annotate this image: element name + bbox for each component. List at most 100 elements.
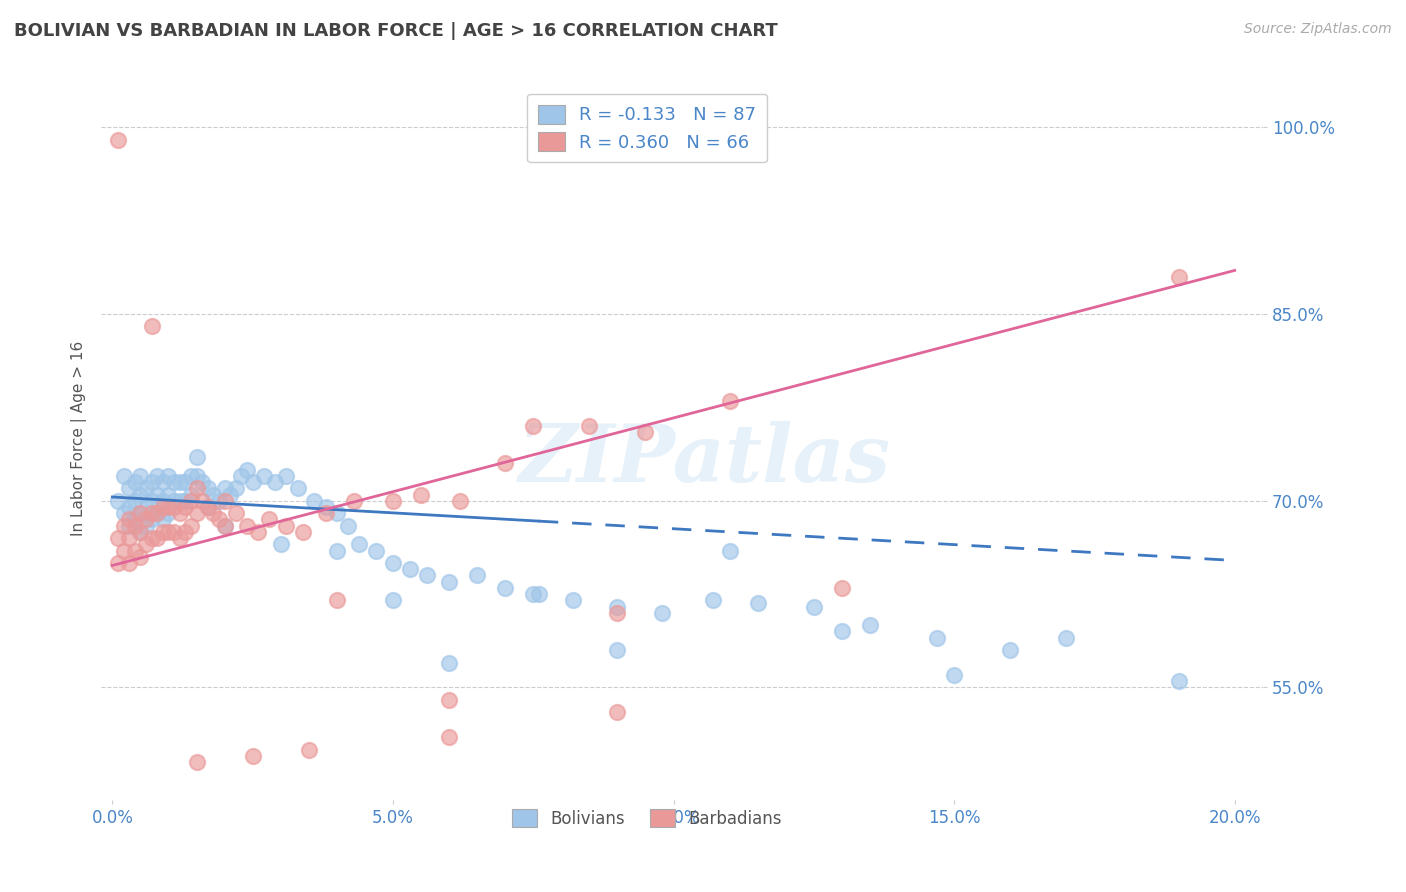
Point (163, 500, 186, 514)
Point (152, 475, 174, 489)
Point (253, 468, 276, 483)
Point (157, 524, 180, 539)
Point (197, 481, 219, 495)
Point (197, 500, 219, 514)
Point (494, 456, 516, 470)
Point (174, 493, 197, 508)
Point (219, 487, 242, 501)
Point (465, 568, 488, 582)
Point (141, 319, 163, 334)
Point (124, 493, 146, 508)
Point (169, 531, 191, 545)
Point (124, 512, 146, 526)
Point (247, 524, 270, 539)
Point (409, 487, 432, 501)
Point (169, 475, 191, 489)
Point (231, 468, 253, 483)
Text: BOLIVIAN VS BARBADIAN IN LABOR FORCE | AGE > 16 CORRELATION CHART: BOLIVIAN VS BARBADIAN IN LABOR FORCE | A… (14, 22, 778, 40)
Point (112, 543, 135, 558)
Point (437, 656, 460, 670)
Point (141, 475, 163, 489)
Point (180, 468, 202, 483)
Point (304, 493, 326, 508)
Point (174, 500, 197, 514)
Point (141, 531, 163, 545)
Point (152, 493, 174, 508)
Point (146, 487, 169, 501)
Point (208, 512, 231, 526)
Point (287, 481, 309, 495)
Point (606, 643, 628, 657)
Point (606, 606, 628, 620)
Legend: Bolivians, Barbadians: Bolivians, Barbadians (506, 803, 789, 835)
Point (112, 468, 135, 483)
Point (163, 475, 186, 489)
Point (202, 506, 225, 520)
Text: ZIPatlas: ZIPatlas (519, 421, 891, 499)
Point (747, 596, 769, 610)
Point (174, 524, 197, 539)
Point (326, 506, 349, 520)
Point (152, 524, 174, 539)
Point (276, 468, 298, 483)
Point (135, 518, 157, 533)
Point (186, 506, 208, 520)
Point (197, 500, 219, 514)
Point (702, 593, 724, 607)
Point (129, 524, 152, 539)
Point (494, 581, 516, 595)
Point (157, 500, 180, 514)
Point (141, 506, 163, 520)
Point (343, 493, 366, 508)
Point (135, 512, 157, 526)
Point (124, 475, 146, 489)
Point (169, 506, 191, 520)
Point (146, 468, 169, 483)
Point (437, 693, 460, 707)
Point (118, 531, 141, 545)
Point (1167, 674, 1189, 689)
Point (831, 581, 853, 595)
Point (651, 606, 673, 620)
Point (107, 493, 129, 508)
Point (236, 462, 259, 476)
Point (191, 493, 214, 508)
Point (152, 500, 174, 514)
Point (118, 556, 141, 570)
Point (337, 518, 360, 533)
Point (152, 512, 174, 526)
Point (146, 506, 169, 520)
Point (129, 506, 152, 520)
Point (214, 481, 236, 495)
Point (124, 543, 146, 558)
Point (606, 706, 628, 720)
Text: Source: ZipAtlas.com: Source: ZipAtlas.com (1244, 22, 1392, 37)
Point (169, 493, 191, 508)
Point (163, 493, 186, 508)
Point (208, 493, 231, 508)
Point (118, 518, 141, 533)
Point (998, 643, 1021, 657)
Point (186, 468, 208, 483)
Point (180, 487, 202, 501)
Point (242, 748, 264, 763)
Point (141, 512, 163, 526)
Point (943, 668, 966, 682)
Point (135, 537, 157, 551)
Point (118, 481, 141, 495)
Point (803, 599, 825, 614)
Point (180, 518, 202, 533)
Point (326, 593, 349, 607)
Point (415, 568, 437, 582)
Point (225, 506, 247, 520)
Point (141, 493, 163, 508)
Point (107, 531, 129, 545)
Point (718, 543, 741, 558)
Point (186, 481, 208, 495)
Point (449, 493, 471, 508)
Point (157, 487, 180, 501)
Point (180, 493, 202, 508)
Point (163, 524, 186, 539)
Point (135, 500, 157, 514)
Point (129, 487, 152, 501)
